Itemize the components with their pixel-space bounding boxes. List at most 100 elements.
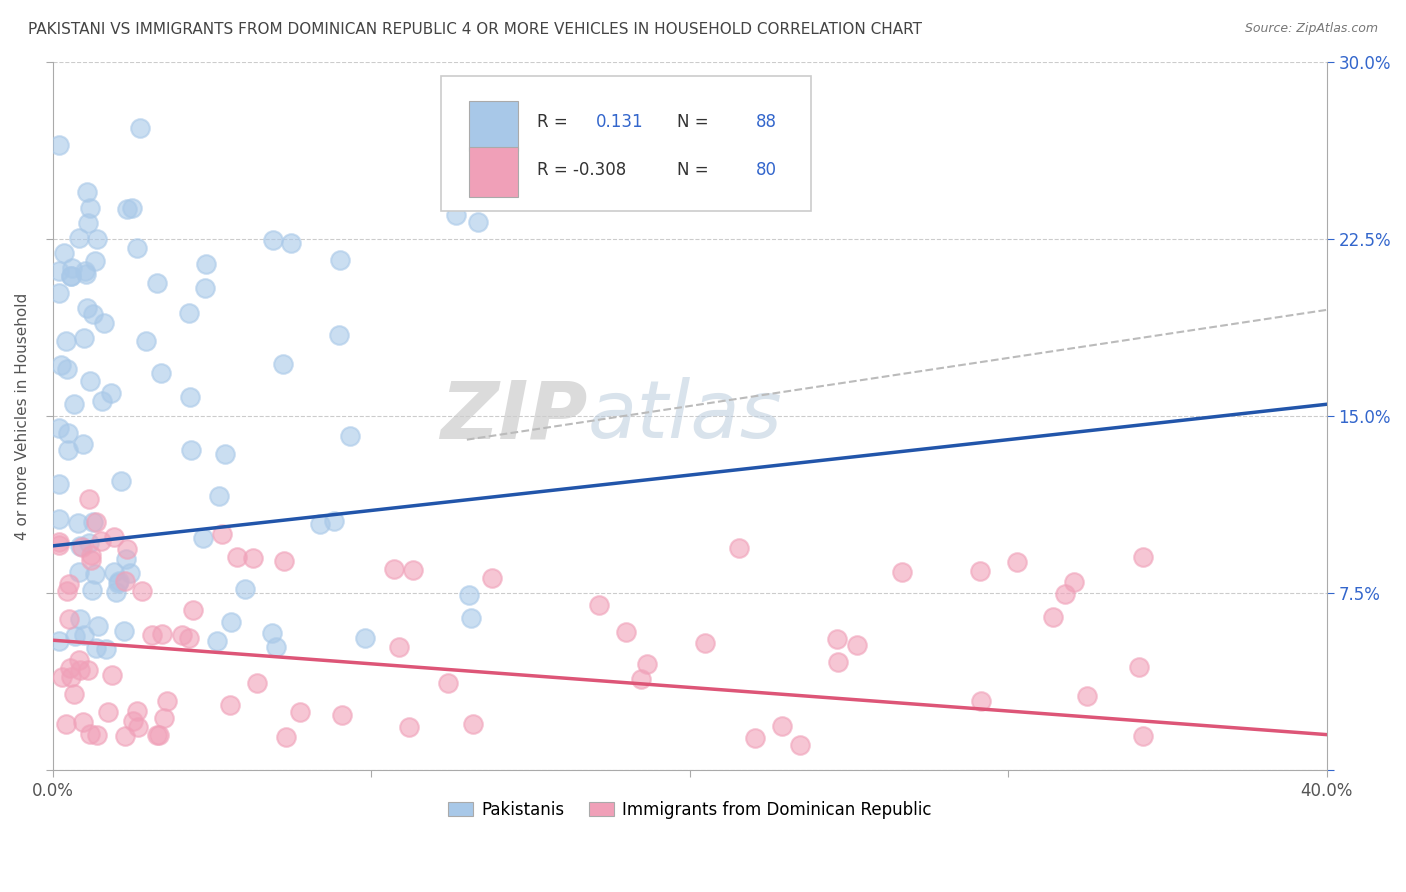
Point [72,436,94,450]
Point [107,574,129,589]
Point [485,177,508,191]
Point [48,137,70,152]
Point [48,512,70,526]
Point [115,541,138,556]
Text: N =: N = [678,161,709,178]
Point [827,632,849,647]
Text: R = -0.308: R = -0.308 [537,161,626,178]
Legend: Pakistanis, Immigrants from Dominican Republic: Pakistanis, Immigrants from Dominican Re… [441,794,939,825]
Point [153,711,176,725]
Point [73,264,96,278]
Point [194,281,217,295]
Point [114,574,136,589]
Point [84,641,107,656]
Point [744,731,766,745]
Point [353,631,375,645]
Point [100,385,122,400]
Point [150,627,173,641]
Bar [470,147,517,196]
Point [148,728,170,742]
Point [1128,660,1150,674]
Point [80,553,103,567]
Point [80,549,103,563]
Point [86,728,108,742]
Point [437,676,460,690]
Point [77,536,100,550]
Point [55,334,77,348]
Point [86,232,108,246]
Point [636,657,658,671]
Point [323,514,346,528]
Point [131,584,153,599]
Point [181,602,204,616]
Point [70,540,93,554]
Point [146,728,169,742]
Point [339,428,361,442]
Point [59,268,82,283]
Point [82,307,104,321]
Point [110,475,132,489]
Point [211,527,233,541]
Point [53,246,76,260]
Point [67,231,90,245]
Point [280,236,302,251]
Point [48,538,70,552]
Point [84,567,107,582]
Point [1076,689,1098,703]
Point [122,714,145,729]
Point [69,612,91,626]
Point [82,515,104,529]
Point [402,562,425,576]
Point [225,549,247,564]
Point [107,575,129,590]
Point [75,267,97,281]
Point [59,660,82,674]
Point [1053,587,1076,601]
Bar [470,101,517,151]
Point [103,566,125,580]
Point [76,301,98,316]
Point [51,669,73,683]
Point [72,714,94,729]
Point [103,530,125,544]
Point [55,362,77,376]
Point [114,551,136,566]
Text: N =: N = [678,113,709,131]
Point [177,632,200,646]
Point [616,624,638,639]
Point [48,634,70,648]
Point [76,185,98,199]
Point [467,215,489,229]
Point [1042,610,1064,624]
Point [58,443,80,458]
Point [66,516,89,530]
Point [1132,729,1154,743]
Point [135,334,157,348]
Point [969,564,991,578]
Point [460,611,482,625]
Point [260,625,283,640]
Point [67,565,90,579]
Point [79,727,101,741]
Point [48,535,70,549]
Point [79,374,101,388]
Point [388,640,411,654]
Point [398,720,420,734]
Point [120,566,142,580]
Point [205,633,228,648]
Point [128,121,150,136]
Point [56,583,79,598]
Point [328,327,350,342]
Point [214,447,236,461]
Point [195,258,218,272]
Point [69,663,91,677]
Point [382,562,405,576]
FancyBboxPatch shape [441,77,811,211]
Point [84,515,107,529]
Point [48,286,70,301]
Point [97,706,120,720]
Point [100,668,122,682]
Point [693,636,716,650]
Point [77,216,100,230]
Y-axis label: 4 or more Vehicles in Household: 4 or more Vehicles in Household [15,293,30,540]
